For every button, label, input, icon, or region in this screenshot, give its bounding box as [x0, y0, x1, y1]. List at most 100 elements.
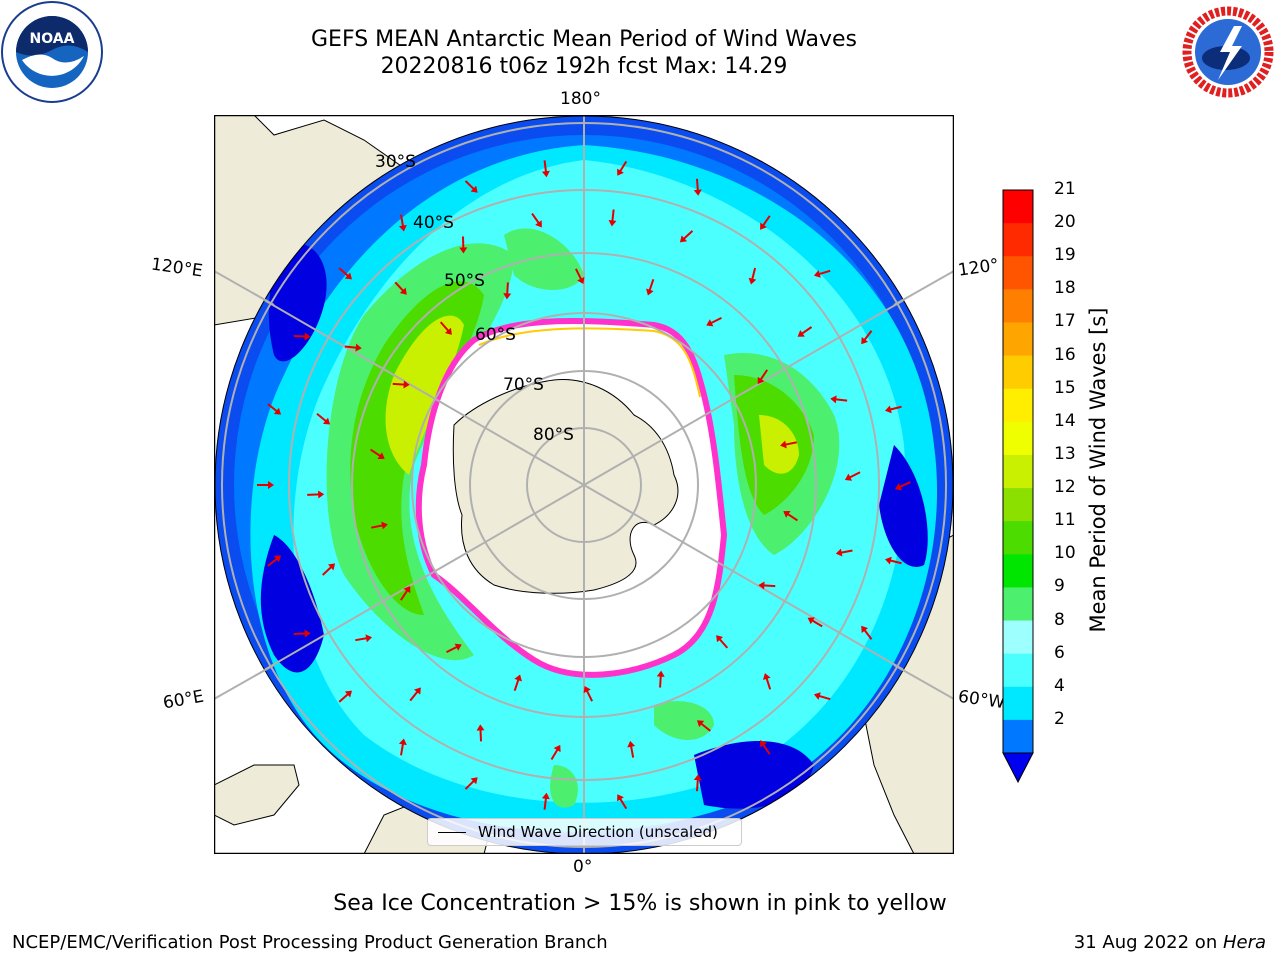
- wind-wave-arrow: [627, 740, 636, 758]
- colorbar-tick-label: 13: [1054, 443, 1076, 464]
- credit-machine: Hera: [1222, 932, 1266, 953]
- colorbar-label: Mean Period of Wind Waves [s]: [1086, 307, 1110, 633]
- colorbar-extend-triangle: [1002, 752, 1034, 784]
- wind-wave-arrow: [316, 412, 331, 425]
- wind-wave-arrow: [257, 481, 274, 489]
- sea-ice-note: Sea Ice Concentration > 15% is shown in …: [333, 891, 947, 916]
- colorbar-segment: [1003, 620, 1033, 655]
- wind-wave-arrow: [861, 625, 873, 640]
- credit-branch: NCEP/EMC/Verification Post Processing Pr…: [12, 932, 608, 953]
- colorbar-segment: [1003, 686, 1033, 721]
- wind-wave-arrow: [835, 548, 853, 557]
- colorbar-tick-label: 9: [1054, 576, 1065, 597]
- wind-wave-arrow: [394, 281, 407, 295]
- lat-label-80s: 80°S: [533, 425, 574, 445]
- wind-wave-arrow: [861, 330, 873, 345]
- wind-wave-arrow: [267, 555, 282, 567]
- colorbar-segment: [1003, 190, 1033, 224]
- credit-date-text: 31 Aug 2022 on: [1073, 932, 1223, 953]
- wind-wave-arrow: [371, 521, 388, 530]
- lat-label-60s: 60°S: [475, 325, 516, 345]
- wind-wave-arrow: [693, 178, 702, 196]
- colorbar-segment: [1003, 454, 1033, 489]
- wind-wave-arrow: [583, 685, 594, 702]
- wind-wave-arrow: [439, 321, 452, 335]
- wind-wave-arrows: [257, 160, 911, 810]
- wind-wave-arrow: [783, 511, 798, 522]
- colorbar-segment: [1003, 223, 1033, 257]
- wind-wave-arrow: [748, 267, 757, 285]
- colorbar-segment: [1003, 521, 1033, 555]
- colorbar-tick-label: 20: [1054, 212, 1076, 233]
- wind-wave-arrow: [531, 213, 542, 228]
- colorbar-tick-label: 14: [1054, 410, 1076, 431]
- colorbar-tick-label: 21: [1054, 179, 1076, 199]
- colorbar-segment: [1003, 322, 1033, 357]
- colorbar-segment: [1003, 256, 1033, 290]
- colorbar-tick-label: 17: [1054, 311, 1076, 332]
- credit-date: 31 Aug 2022 on Hera: [1074, 932, 1266, 953]
- wind-wave-arrow: [503, 282, 512, 300]
- wind-wave-arrow: [656, 670, 665, 688]
- wind-wave-arrow: [758, 581, 776, 590]
- wind-wave-arrow: [293, 629, 311, 638]
- legend-line-sample: [438, 832, 466, 833]
- wind-wave-arrow: [716, 635, 729, 649]
- wind-wave-arrow: [617, 794, 628, 810]
- wind-wave-arrow: [762, 673, 772, 690]
- lon-label-180: 180°: [560, 89, 601, 109]
- wind-wave-arrow: [696, 720, 711, 732]
- lon-label-60w: 60°W: [956, 686, 1007, 714]
- wind-wave-arrow: [399, 585, 411, 601]
- wind-wave-arrow: [844, 471, 861, 481]
- colorbar-segment: [1003, 289, 1033, 323]
- wind-wave-arrow: [894, 481, 911, 491]
- colorbar-tick-label: 2: [1054, 708, 1065, 729]
- wind-wave-arrow: [392, 380, 410, 389]
- colorbar-tick-label: 6: [1054, 642, 1065, 663]
- wind-wave-arrow: [574, 268, 585, 285]
- wind-wave-arrow: [446, 643, 462, 654]
- graticule: [215, 116, 953, 854]
- wind-wave-arrow: [797, 326, 813, 337]
- wind-wave-arrow: [267, 403, 282, 415]
- colorbar-tick-label: 12: [1054, 477, 1076, 498]
- wind-wave-arrow: [760, 215, 771, 230]
- colorbar-segment: [1003, 587, 1033, 622]
- wind-wave-arrow: [780, 440, 797, 449]
- wind-wave-arrow: [807, 617, 823, 628]
- wind-wave-arrow: [646, 279, 655, 296]
- wave-period-field: [215, 116, 953, 854]
- colorbar-segment: [1003, 355, 1033, 390]
- wind-wave-arrow: [884, 556, 902, 565]
- wind-wave-arrow: [409, 687, 421, 702]
- wind-wave-arrow: [679, 230, 694, 243]
- colorbar-segment: [1003, 388, 1033, 423]
- wind-wave-arrow: [760, 740, 771, 755]
- colorbar-tick-label: 11: [1054, 510, 1076, 531]
- wind-wave-arrow: [693, 774, 702, 792]
- colorbar-tick-label: 8: [1054, 609, 1065, 630]
- lon-label-120e: 120°E: [149, 254, 204, 282]
- wind-wave-arrow: [513, 674, 522, 691]
- lon-label-120w: 120°: [956, 255, 1001, 281]
- wind-wave-arrow: [338, 690, 352, 703]
- wind-wave-arrow: [459, 236, 468, 254]
- map-legend: Wind Wave Direction (unscaled): [427, 818, 742, 846]
- colorbar-tick-label: 16: [1054, 344, 1076, 365]
- wind-wave-arrow: [757, 369, 769, 385]
- wind-wave-arrow: [830, 395, 848, 404]
- lat-label-50s: 50°S: [444, 271, 485, 291]
- wind-wave-arrow: [464, 180, 478, 193]
- lat-label-70s: 70°S: [503, 375, 544, 395]
- wind-wave-arrow: [322, 563, 336, 576]
- wind-wave-arrow: [706, 316, 722, 327]
- wind-wave-arrow: [476, 724, 485, 742]
- colorbar-tick-label: 10: [1054, 543, 1076, 564]
- wind-wave-arrow: [541, 792, 550, 810]
- colorbar-segment: [1003, 719, 1033, 754]
- colorbar-segment: [1003, 653, 1033, 688]
- wind-wave-arrow: [541, 160, 550, 178]
- lat-label-40s: 40°S: [413, 213, 454, 233]
- wind-wave-arrow: [813, 692, 831, 701]
